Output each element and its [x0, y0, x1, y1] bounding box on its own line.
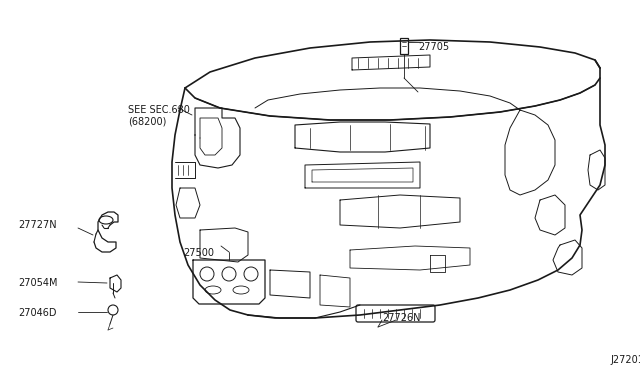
Text: 27727N: 27727N [18, 220, 56, 230]
Text: SEE SEC.680: SEE SEC.680 [128, 105, 190, 115]
Text: 27726N: 27726N [382, 313, 420, 323]
Text: J272012D: J272012D [610, 355, 640, 365]
Text: (68200): (68200) [128, 116, 166, 126]
Bar [400, 38, 408, 54]
Text: 27705: 27705 [418, 42, 449, 52]
Text: 27054M: 27054M [18, 278, 58, 288]
Text: 27500: 27500 [183, 248, 214, 258]
Text: 27046D: 27046D [18, 308, 56, 318]
